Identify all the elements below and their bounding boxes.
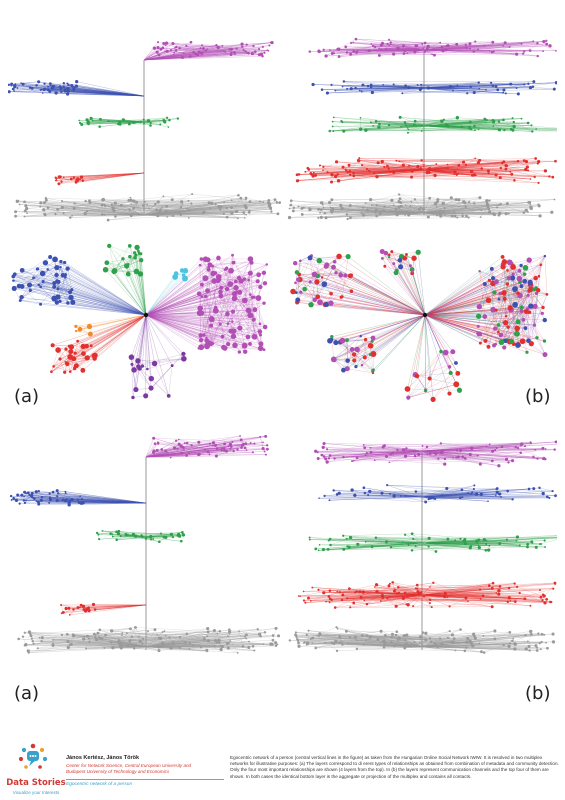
layer-green — [308, 532, 557, 553]
divider — [66, 779, 224, 780]
multiplex-layers-a-top — [8, 30, 283, 225]
community-left — [290, 253, 426, 316]
layer-aggregate-gray — [17, 625, 281, 654]
speech-bubble-network-icon — [6, 742, 61, 798]
community-purple — [128, 314, 187, 400]
aggregate-network-b — [287, 235, 557, 410]
layer-blue — [311, 80, 557, 96]
panel-label-b-top: (b) — [525, 386, 551, 407]
community-red — [50, 314, 147, 374]
subtitle: Egocentric network of a person — [66, 782, 133, 787]
multiplex-layers-a-bottom — [8, 425, 283, 670]
panel-label-b-bottom: (b) — [525, 683, 551, 704]
layer-green — [328, 115, 557, 134]
layer-red — [54, 172, 145, 186]
logo-title: Data Stories — [6, 778, 66, 788]
panel-label-a-top: (a) — [14, 386, 40, 407]
community-right — [424, 254, 549, 358]
authors: János Kertész, János Török — [66, 755, 140, 761]
layer-magenta — [143, 40, 274, 61]
affiliation-line-2: Budapest University of Technology and Ec… — [66, 769, 170, 774]
layer-aggregate-gray — [14, 193, 282, 222]
multiplex-layers-b-top — [287, 30, 557, 225]
logo-tagline: Visualize your Interests — [12, 790, 60, 795]
aggregate-network-a — [8, 235, 283, 410]
layer-blue — [318, 484, 557, 504]
figure-caption: Egocentric network of a person (central … — [230, 755, 559, 779]
layer-magenta — [308, 37, 557, 59]
community-blue — [11, 254, 147, 316]
multiplex-layers-b-bottom — [287, 425, 557, 670]
layer-red — [297, 581, 557, 609]
layer-aggregate-gray — [287, 193, 556, 221]
layer-aggregate-gray — [288, 626, 556, 654]
community-green — [102, 243, 147, 316]
panel-label-a-bottom: (a) — [14, 683, 40, 704]
ego-node — [143, 312, 149, 318]
layer-magenta — [314, 440, 557, 468]
community-magenta — [145, 253, 268, 354]
community-cyan — [145, 267, 189, 316]
layer-blue — [9, 489, 147, 507]
layer-red — [60, 602, 147, 616]
affiliation-line-1: Center for Network Science, Central Euro… — [66, 763, 192, 768]
community-bottom — [404, 314, 463, 403]
layer-blue — [8, 80, 145, 97]
community-top — [379, 248, 426, 316]
layer-green — [78, 116, 180, 129]
community-orange — [74, 314, 147, 337]
community-lower-left — [327, 314, 426, 375]
layer-red — [295, 157, 557, 184]
ego-node — [422, 312, 428, 318]
layer-magenta — [145, 434, 269, 459]
affiliation: Center for Network Science, Central Euro… — [66, 763, 226, 775]
layer-green — [95, 529, 186, 544]
